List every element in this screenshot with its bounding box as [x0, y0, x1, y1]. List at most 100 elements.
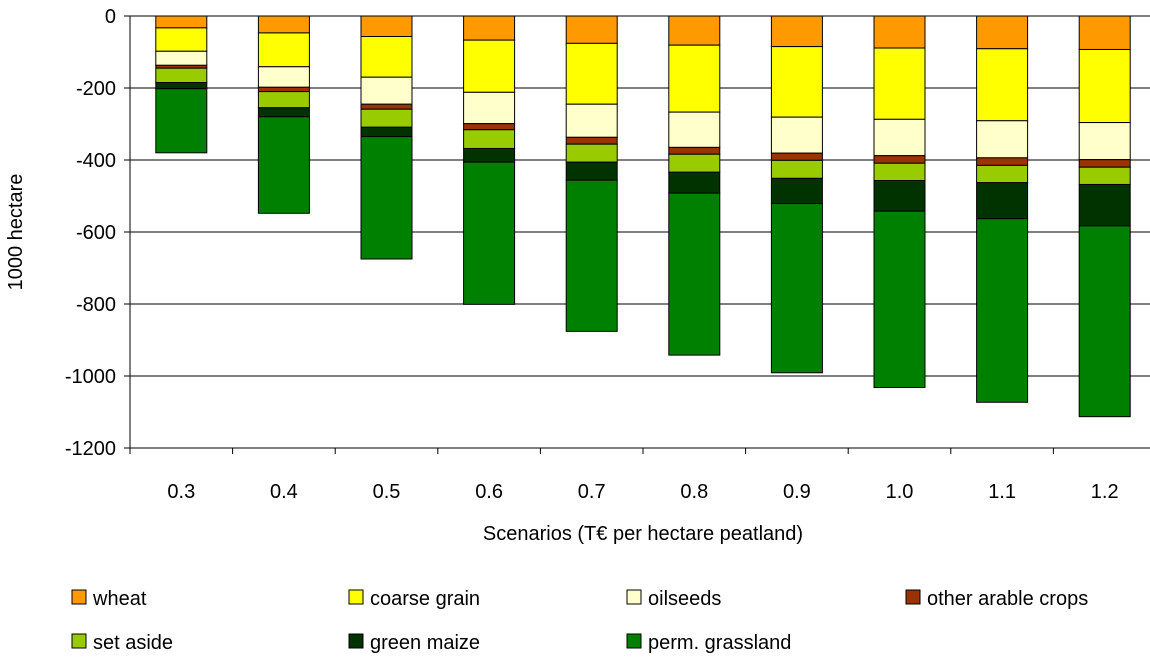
bar-segment-set-aside [1078, 166, 1131, 185]
bar-segment-oilseeds [873, 118, 926, 157]
y-axis-title: 1000 hectare [5, 174, 27, 291]
bar-segment-other-arable-crops [976, 157, 1029, 166]
bar-segment-other-arable-crops [770, 152, 823, 161]
bar-segment-other-arable-crops [463, 123, 516, 131]
bar-segment-coarse-grain [976, 48, 1029, 122]
bar-segment-coarse-grain [257, 32, 310, 68]
bar-segment-set-aside [976, 164, 1029, 184]
bar-segment-oilseeds [463, 91, 516, 125]
bar-segment-wheat [463, 15, 516, 41]
bar-segment-perm-grassland [155, 88, 208, 154]
legend-label: perm. grassland [648, 632, 791, 654]
bar-segment-green-maize [155, 82, 208, 90]
legend-swatch [71, 589, 87, 605]
bar-segment-oilseeds [668, 111, 721, 148]
bar-segment-perm-grassland [360, 136, 413, 260]
bar-segment-perm-grassland [463, 161, 516, 305]
bar-segment-set-aside [770, 159, 823, 179]
x-tick-label: 1.0 [886, 481, 914, 503]
bar-segment-wheat [976, 15, 1029, 50]
legend-label: other arable crops [927, 588, 1088, 610]
bar-segment-coarse-grain [463, 39, 516, 93]
bar-segment-perm-grassland [873, 210, 926, 389]
bar-segment-coarse-grain [1078, 48, 1131, 124]
bar-segment-green-maize [770, 177, 823, 205]
bar-segment-wheat [873, 15, 926, 49]
bar-segment-wheat [565, 15, 618, 44]
bar-segment-oilseeds [565, 103, 618, 138]
bar-segment-green-maize [1078, 183, 1131, 227]
bar-segment-coarse-grain [360, 36, 413, 78]
x-tick-label: 0.9 [783, 481, 811, 503]
bar-segment-wheat [155, 15, 208, 29]
bar-segment-green-maize [565, 161, 618, 181]
bar-segment-set-aside [463, 129, 516, 149]
bar-segment-perm-grassland [257, 116, 310, 214]
y-tick-label: -600 [76, 222, 116, 244]
bar-segment-perm-grassland [976, 218, 1029, 403]
bar-segment-green-maize [668, 171, 721, 194]
legend-label: coarse grain [370, 588, 480, 610]
bar-segment-other-arable-crops [873, 155, 926, 164]
y-tick-label: -1000 [65, 366, 116, 388]
bar-segment-set-aside [360, 108, 413, 128]
legend-swatch [348, 633, 364, 649]
bar-segment-oilseeds [976, 120, 1029, 159]
x-tick-label: 0.4 [270, 481, 298, 503]
bar-segment-oilseeds [770, 116, 823, 154]
bar-segment-other-arable-crops [360, 103, 413, 110]
bar-segment-coarse-grain [770, 46, 823, 118]
legend-swatch [348, 589, 364, 605]
bar-segment-coarse-grain [565, 42, 618, 105]
bar-segment-oilseeds [257, 66, 310, 88]
bar-segment-perm-grassland [565, 179, 618, 332]
bar-segment-set-aside [155, 67, 208, 84]
y-tick-label: -800 [76, 294, 116, 316]
bar-segment-wheat [770, 15, 823, 48]
bar-segment-wheat [360, 15, 413, 38]
bar-segment-other-arable-crops [668, 146, 721, 155]
axes: 0 -200 -400 -600 -800 -1000 -1200 0.3 0.4 0.5 0.6 0… [65, 6, 1150, 503]
x-tick-label: 1.1 [988, 481, 1016, 503]
bar-segment-green-maize [873, 180, 926, 212]
bar-segment-wheat [1078, 15, 1131, 50]
bar-segment-perm-grassland [668, 192, 721, 356]
y-tick-label: -1200 [65, 438, 116, 460]
bar-segment-oilseeds [360, 76, 413, 105]
bar-segment-coarse-grain [668, 44, 721, 113]
bar-segment-perm-grassland [770, 203, 823, 374]
bar-segment-perm-grassland [1078, 225, 1131, 418]
legend-label: wheat [92, 588, 147, 610]
legend-label: set aside [93, 632, 173, 654]
bar-segment-other-arable-crops [1078, 159, 1131, 168]
legend-swatch [71, 633, 87, 649]
bar-segment-green-maize [463, 147, 516, 163]
bars [155, 15, 1131, 418]
bar-segment-set-aside [873, 162, 926, 182]
bar-segment-oilseeds [1078, 122, 1131, 161]
bar-segment-set-aside [565, 143, 618, 163]
bar-segment-coarse-grain [873, 47, 926, 120]
bar-segment-coarse-grain [155, 27, 208, 52]
x-tick-label: 0.5 [373, 481, 401, 503]
y-tick-label: -200 [76, 78, 116, 100]
bar-segment-other-arable-crops [565, 136, 618, 145]
x-tick-label: 1.2 [1091, 481, 1119, 503]
x-tick-label: 0.8 [680, 481, 708, 503]
bar-segment-green-maize [360, 126, 413, 138]
bar-segment-set-aside [668, 153, 721, 173]
legend: wheat coarse grain oilseeds other arable cr… [71, 588, 1088, 654]
bar-segment-other-arable-crops [257, 86, 310, 93]
bar-segment-wheat [257, 15, 310, 34]
y-tick-label: -400 [76, 150, 116, 172]
legend-swatch [626, 633, 642, 649]
legend-label: oilseeds [648, 588, 721, 610]
bar-segment-set-aside [257, 91, 310, 109]
x-tick-label: 0.6 [475, 481, 503, 503]
y-tick-label: 0 [105, 6, 116, 28]
bar-segment-green-maize [976, 182, 1029, 220]
bar-segment-oilseeds [155, 50, 208, 66]
x-tick-label: 0.7 [578, 481, 606, 503]
bar-segment-green-maize [257, 107, 310, 118]
